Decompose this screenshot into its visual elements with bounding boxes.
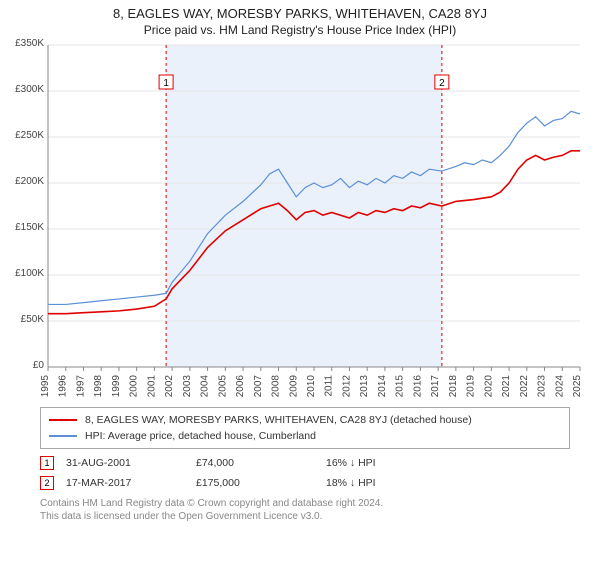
- svg-text:2003: 2003: [182, 375, 193, 398]
- footer: Contains HM Land Registry data © Crown c…: [40, 497, 570, 523]
- y-tick-label: £50K: [8, 314, 44, 325]
- y-tick-label: £150K: [8, 222, 44, 233]
- svg-text:1: 1: [163, 78, 169, 89]
- svg-text:2023: 2023: [537, 375, 548, 398]
- svg-text:2017: 2017: [430, 375, 441, 398]
- marker-price-2: £175,000: [196, 473, 326, 493]
- svg-text:1997: 1997: [75, 375, 86, 398]
- svg-text:2014: 2014: [377, 375, 388, 398]
- svg-text:2010: 2010: [306, 375, 317, 398]
- svg-text:2009: 2009: [288, 375, 299, 398]
- marker-price-1: £74,000: [196, 453, 326, 473]
- marker-date-1: 31-AUG-2001: [66, 453, 196, 473]
- svg-text:2001: 2001: [146, 375, 157, 398]
- chart-svg: 1995 1996 1997 1998 1999 2000 2001 2002 2003 2004…: [40, 41, 600, 401]
- svg-text:2019: 2019: [466, 375, 477, 398]
- svg-text:2011: 2011: [324, 375, 335, 397]
- svg-text:2013: 2013: [359, 375, 370, 398]
- y-tick-label: £250K: [8, 130, 44, 141]
- y-tick-label: £200K: [8, 176, 44, 187]
- marker-row-1: 1 31-AUG-2001 £74,000 16% ↓ HPI: [40, 453, 570, 473]
- footer-line-1: Contains HM Land Registry data © Crown c…: [40, 497, 570, 510]
- svg-text:2002: 2002: [164, 375, 175, 398]
- svg-text:2007: 2007: [253, 375, 264, 398]
- marker-table: 1 31-AUG-2001 £74,000 16% ↓ HPI 2 17-MAR…: [40, 453, 570, 493]
- y-tick-label: £0: [8, 360, 44, 371]
- marker-diff-2: 18% ↓ HPI: [326, 473, 456, 493]
- marker-diff-1: 16% ↓ HPI: [326, 453, 456, 473]
- footer-line-2: This data is licensed under the Open Gov…: [40, 510, 570, 523]
- legend-row-2: HPI: Average price, detached house, Cumb…: [49, 428, 561, 444]
- marker-row-2: 2 17-MAR-2017 £175,000 18% ↓ HPI: [40, 473, 570, 493]
- marker-date-2: 17-MAR-2017: [66, 473, 196, 493]
- chart-plot: 1995 1996 1997 1998 1999 2000 2001 2002 2003 2004…: [40, 41, 600, 401]
- y-tick-label: £100K: [8, 268, 44, 279]
- svg-text:2022: 2022: [519, 375, 530, 398]
- svg-text:2004: 2004: [200, 375, 211, 398]
- svg-text:2005: 2005: [217, 375, 228, 398]
- svg-text:2015: 2015: [395, 375, 406, 398]
- svg-text:2025: 2025: [572, 375, 583, 398]
- legend-swatch-2: [49, 435, 77, 437]
- svg-text:2012: 2012: [341, 375, 352, 398]
- legend-label-2: HPI: Average price, detached house, Cumb…: [85, 428, 316, 444]
- svg-text:2018: 2018: [448, 375, 459, 398]
- legend: 8, EAGLES WAY, MORESBY PARKS, WHITEHAVEN…: [40, 407, 570, 449]
- legend-swatch-1: [49, 419, 77, 421]
- svg-text:2: 2: [439, 78, 445, 89]
- svg-text:1998: 1998: [93, 375, 104, 398]
- y-tick-label: £350K: [8, 38, 44, 49]
- svg-text:2000: 2000: [129, 375, 140, 398]
- svg-text:2021: 2021: [501, 375, 512, 398]
- chart-container: 8, EAGLES WAY, MORESBY PARKS, WHITEHAVEN…: [0, 6, 600, 566]
- marker-badge-1: 1: [40, 456, 54, 470]
- svg-text:2006: 2006: [235, 375, 246, 398]
- y-tick-label: £300K: [8, 84, 44, 95]
- marker-badge-2: 2: [40, 476, 54, 490]
- svg-text:2008: 2008: [271, 375, 282, 398]
- legend-label-1: 8, EAGLES WAY, MORESBY PARKS, WHITEHAVEN…: [85, 412, 472, 428]
- svg-text:1996: 1996: [58, 375, 69, 398]
- svg-text:2016: 2016: [412, 375, 423, 398]
- chart-title: 8, EAGLES WAY, MORESBY PARKS, WHITEHAVEN…: [0, 6, 600, 21]
- svg-text:2020: 2020: [483, 375, 494, 398]
- svg-text:1995: 1995: [40, 375, 51, 398]
- svg-text:1999: 1999: [111, 375, 122, 398]
- legend-row-1: 8, EAGLES WAY, MORESBY PARKS, WHITEHAVEN…: [49, 412, 561, 428]
- chart-subtitle: Price paid vs. HM Land Registry's House …: [0, 23, 600, 37]
- svg-text:2024: 2024: [554, 375, 565, 398]
